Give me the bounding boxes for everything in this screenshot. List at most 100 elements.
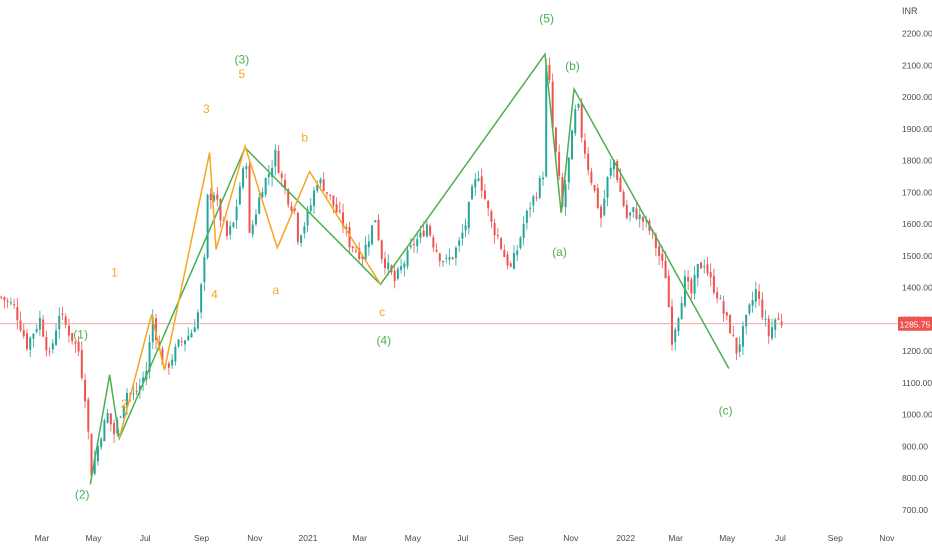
candle-body <box>106 412 109 423</box>
wave-label: (1) <box>73 327 88 341</box>
candle-body <box>458 240 461 246</box>
candle-body <box>122 405 125 418</box>
candle-body <box>561 177 564 207</box>
candle-body <box>119 416 122 418</box>
candle-body <box>277 150 280 173</box>
candle-body <box>329 194 332 196</box>
candle-body <box>200 284 203 313</box>
candle-body <box>745 314 748 327</box>
candle-body <box>512 252 515 269</box>
candle-body <box>448 257 451 260</box>
y-tick-label: 800.00 <box>902 473 928 483</box>
y-tick-label: 1400.00 <box>902 283 932 293</box>
wave-label: (4) <box>376 334 391 348</box>
x-tick-label: May <box>405 533 422 543</box>
candle-body <box>274 149 277 167</box>
candle-body <box>109 413 112 425</box>
y-tick-label: 2200.00 <box>902 29 932 39</box>
x-tick-label: Sep <box>828 533 843 543</box>
y-tick-label: 1200.00 <box>902 346 932 356</box>
x-tick-label: May <box>85 533 102 543</box>
candle-body <box>338 210 341 212</box>
candle-body <box>184 340 187 345</box>
candle-body <box>703 266 706 268</box>
y-tick-label: 1600.00 <box>902 219 932 229</box>
y-tick-label: 1900.00 <box>902 124 932 134</box>
candle-body <box>190 333 193 338</box>
wave-label: 4 <box>211 288 218 302</box>
candle-body <box>438 253 441 262</box>
candle-body <box>16 306 19 321</box>
candle-body <box>658 246 661 257</box>
candle-body <box>342 212 345 227</box>
x-tick-label: Nov <box>563 533 579 543</box>
candle-body <box>206 194 209 258</box>
wave-label: 1 <box>111 265 118 279</box>
candle-body <box>751 300 754 306</box>
y-tick-label: 900.00 <box>902 441 928 451</box>
candle-body <box>532 196 535 206</box>
candle-body <box>632 207 635 213</box>
candle-body <box>90 434 93 476</box>
candle-body <box>700 262 703 269</box>
candle-body <box>3 297 6 301</box>
candle-body <box>267 174 270 178</box>
candle-body <box>519 237 522 249</box>
candle-body <box>45 337 48 351</box>
candle-body <box>309 205 312 211</box>
candle-body <box>35 328 38 332</box>
candle-body <box>348 227 351 248</box>
candle-body <box>516 250 519 256</box>
candle-body <box>419 232 422 238</box>
candle-body <box>313 190 316 206</box>
candle-body <box>187 335 190 341</box>
candle-body <box>571 130 574 160</box>
candle-body <box>229 226 232 235</box>
candle-body <box>325 192 328 194</box>
candle-body <box>725 312 728 316</box>
candle-body <box>377 219 380 241</box>
candle-body <box>596 188 599 208</box>
wave-label: (c) <box>719 404 733 418</box>
candle-body <box>454 247 457 259</box>
candle-body <box>577 103 580 108</box>
candle-body <box>625 205 628 218</box>
candle-body <box>32 333 35 339</box>
candle-body <box>748 304 751 314</box>
candle-body <box>574 109 577 134</box>
candle-body <box>738 344 741 352</box>
wave-label: (b) <box>565 59 580 73</box>
time-axis: Mar May Jul Sep Nov 2021 Mar May Jul Sep Nov 2022 Ma… <box>35 533 896 543</box>
candle-body <box>219 199 222 221</box>
candle-body <box>467 202 470 229</box>
candle-body <box>674 329 677 342</box>
candle-body <box>361 256 364 260</box>
candle-body <box>387 262 390 270</box>
candle-body <box>616 161 619 180</box>
candle-body <box>29 337 32 350</box>
x-tick-label: Jul <box>140 533 151 543</box>
candle-body <box>654 234 657 249</box>
candle-body <box>264 178 267 195</box>
x-tick-label: Mar <box>668 533 683 543</box>
candle-body <box>303 226 306 234</box>
candle-body <box>487 200 490 209</box>
candle-body <box>661 253 664 261</box>
candle-body <box>490 211 493 222</box>
candle-body <box>93 458 96 474</box>
candle-body <box>671 306 673 345</box>
candle-body <box>567 157 570 182</box>
candle-body <box>603 198 606 216</box>
candle-body <box>416 239 419 247</box>
candle-body <box>0 296 3 298</box>
candle-body <box>87 399 90 432</box>
candle-body <box>432 237 435 248</box>
candle-body <box>332 195 335 206</box>
candle-body <box>406 250 409 267</box>
candle-body <box>442 261 445 263</box>
candle-body <box>716 292 719 299</box>
candle-body <box>67 325 70 336</box>
candle-body <box>677 318 680 332</box>
candle-body <box>709 272 712 278</box>
